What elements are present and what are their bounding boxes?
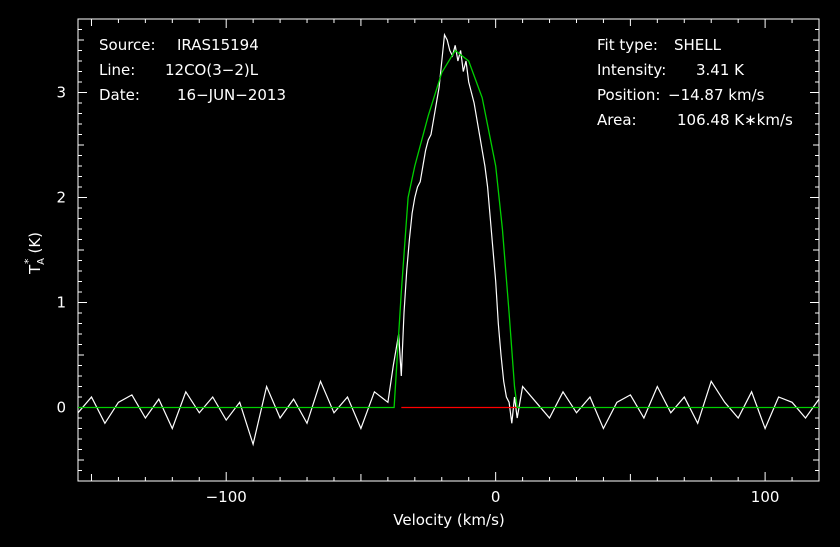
x-tick-label: 100: [751, 488, 780, 506]
info-source-value: IRAS15194: [177, 36, 259, 54]
info-date-key: Date:: [99, 86, 140, 104]
y-axis-label: TA* (K): [22, 232, 47, 275]
info-fit-type-value: SHELL: [674, 36, 722, 54]
y-tick-label: 1: [56, 294, 66, 312]
x-axis-label: Velocity (km/s): [393, 511, 504, 529]
info-area-key: Area:: [597, 111, 637, 129]
y-axis-label-unit: (K): [26, 232, 44, 254]
info-line-value: 12CO(3−2)L: [165, 61, 259, 79]
info-fit-type-key: Fit type:: [597, 36, 658, 54]
info-left-block: Source: IRAS15194 Line: 12CO(3−2)L Date:…: [99, 36, 286, 104]
info-position-value: −14.87 km/s: [668, 86, 765, 104]
spectrum-line: [77, 32, 820, 447]
x-tick-label: −100: [206, 488, 247, 506]
y-axis-label-superscript: *: [22, 258, 35, 264]
info-date-value: 16−JUN−2013: [177, 86, 286, 104]
info-line-key: Line:: [99, 61, 135, 79]
info-position-key: Position:: [597, 86, 660, 104]
axis-ticks: −100 0 100 0 1 2 3: [56, 19, 820, 506]
info-intensity-key: Intensity:: [597, 61, 666, 79]
info-intensity-value: 3.41 K: [696, 61, 745, 79]
shell-fit-line: [78, 49, 819, 409]
series-layer: [77, 32, 820, 447]
y-axis-label-subscript: A: [36, 258, 47, 265]
y-tick-label: 3: [56, 84, 66, 102]
info-right-block: Fit type: SHELL Intensity: 3.41 K Positi…: [597, 36, 793, 129]
y-tick-label: 0: [56, 399, 66, 417]
y-tick-label: 2: [56, 189, 66, 207]
x-tick-label: 0: [491, 488, 501, 506]
y-axis-label-base: T: [26, 264, 44, 275]
info-area-value: 106.48 K∗km/s: [677, 111, 793, 129]
info-source-key: Source:: [99, 36, 156, 54]
